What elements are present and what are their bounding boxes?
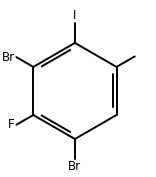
Text: I: I <box>73 9 77 22</box>
Text: Br: Br <box>68 160 81 173</box>
Text: F: F <box>8 118 15 131</box>
Text: Br: Br <box>2 51 15 64</box>
